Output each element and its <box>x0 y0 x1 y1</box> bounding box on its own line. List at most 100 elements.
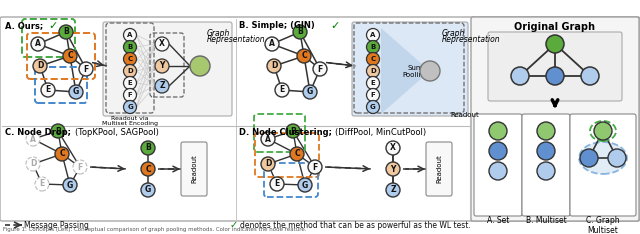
Circle shape <box>124 29 136 41</box>
Circle shape <box>31 37 45 51</box>
Text: Figure 1: Concepts (Left): Conceptual comparison of graph pooling methods. Color: Figure 1: Concepts (Left): Conceptual co… <box>3 227 307 232</box>
Circle shape <box>155 59 169 73</box>
Text: G: G <box>67 180 73 190</box>
Text: E: E <box>275 179 280 189</box>
Circle shape <box>26 157 40 171</box>
Circle shape <box>537 142 555 160</box>
Text: X: X <box>390 143 396 153</box>
Circle shape <box>367 29 380 41</box>
Text: B: B <box>127 44 132 50</box>
Circle shape <box>261 157 275 171</box>
Text: E: E <box>40 179 45 189</box>
Circle shape <box>580 149 598 167</box>
Circle shape <box>124 88 136 102</box>
Text: ✓: ✓ <box>330 21 339 31</box>
Circle shape <box>546 35 564 53</box>
Circle shape <box>55 147 69 161</box>
Circle shape <box>124 100 136 113</box>
Text: A: A <box>265 135 271 143</box>
Text: D: D <box>265 160 271 168</box>
Circle shape <box>33 59 47 73</box>
Text: (TopKPool, SAGPool): (TopKPool, SAGPool) <box>75 128 159 137</box>
Circle shape <box>489 162 507 180</box>
Text: G: G <box>145 186 151 194</box>
Text: Message Passing: Message Passing <box>24 220 89 230</box>
Text: D. Node Clustering;: D. Node Clustering; <box>239 128 332 137</box>
Text: D: D <box>370 68 376 74</box>
Circle shape <box>489 122 507 140</box>
Circle shape <box>59 25 73 39</box>
Circle shape <box>155 37 169 51</box>
Text: G: G <box>73 88 79 96</box>
Text: E: E <box>127 80 132 86</box>
Circle shape <box>286 124 300 138</box>
Circle shape <box>190 56 210 76</box>
FancyBboxPatch shape <box>474 114 522 216</box>
Circle shape <box>155 79 169 93</box>
Text: B: B <box>63 28 69 37</box>
Text: F: F <box>312 162 317 172</box>
Text: Y: Y <box>390 165 396 173</box>
Text: Original Graph: Original Graph <box>515 22 595 32</box>
Text: ✓: ✓ <box>48 21 58 31</box>
Text: E: E <box>371 80 376 86</box>
Circle shape <box>367 77 380 89</box>
Text: A. Set: A. Set <box>487 216 509 225</box>
Circle shape <box>594 122 612 140</box>
Circle shape <box>73 160 87 174</box>
Text: A: A <box>35 40 41 48</box>
Text: Graph: Graph <box>207 29 230 38</box>
Text: E: E <box>45 85 51 95</box>
Text: Readout: Readout <box>450 112 479 118</box>
Text: C: C <box>145 165 151 173</box>
Circle shape <box>124 52 136 66</box>
Text: E: E <box>280 85 285 95</box>
Circle shape <box>537 162 555 180</box>
Text: F: F <box>371 92 376 98</box>
Circle shape <box>511 67 529 85</box>
Ellipse shape <box>579 142 627 174</box>
Circle shape <box>489 142 507 160</box>
Text: D: D <box>271 62 277 70</box>
Text: C: C <box>67 51 73 61</box>
Text: C: C <box>294 150 300 158</box>
FancyBboxPatch shape <box>570 114 636 216</box>
Circle shape <box>141 162 155 176</box>
Circle shape <box>546 67 564 85</box>
FancyBboxPatch shape <box>522 114 570 216</box>
Circle shape <box>367 65 380 77</box>
Circle shape <box>26 132 40 146</box>
FancyBboxPatch shape <box>103 22 232 116</box>
Text: Multiset Encoding: Multiset Encoding <box>102 121 158 126</box>
Text: F: F <box>77 162 83 172</box>
Text: A: A <box>269 40 275 48</box>
Circle shape <box>69 85 83 99</box>
Polygon shape <box>381 28 430 114</box>
Text: Representation: Representation <box>442 35 500 44</box>
Circle shape <box>420 61 440 81</box>
Circle shape <box>35 177 49 191</box>
Text: B. Simple; (GIN): B. Simple; (GIN) <box>239 21 315 30</box>
Text: F: F <box>317 65 323 73</box>
Text: G: G <box>302 180 308 190</box>
Circle shape <box>537 122 555 140</box>
Circle shape <box>141 141 155 155</box>
Text: Sum
Pooling: Sum Pooling <box>403 65 428 77</box>
Circle shape <box>386 162 400 176</box>
Text: B: B <box>145 143 151 153</box>
Text: A: A <box>30 135 36 143</box>
Text: G: G <box>370 104 376 110</box>
Text: B: B <box>371 44 376 50</box>
Circle shape <box>124 65 136 77</box>
Circle shape <box>367 40 380 54</box>
Circle shape <box>308 160 322 174</box>
Text: Representation: Representation <box>207 35 266 44</box>
Circle shape <box>267 59 281 73</box>
Text: G: G <box>307 88 313 96</box>
FancyBboxPatch shape <box>488 32 622 101</box>
Circle shape <box>293 25 307 39</box>
Text: C. Node Drop;: C. Node Drop; <box>5 128 71 137</box>
Circle shape <box>63 178 77 192</box>
Text: C: C <box>371 56 376 62</box>
Text: Graph: Graph <box>442 29 465 38</box>
